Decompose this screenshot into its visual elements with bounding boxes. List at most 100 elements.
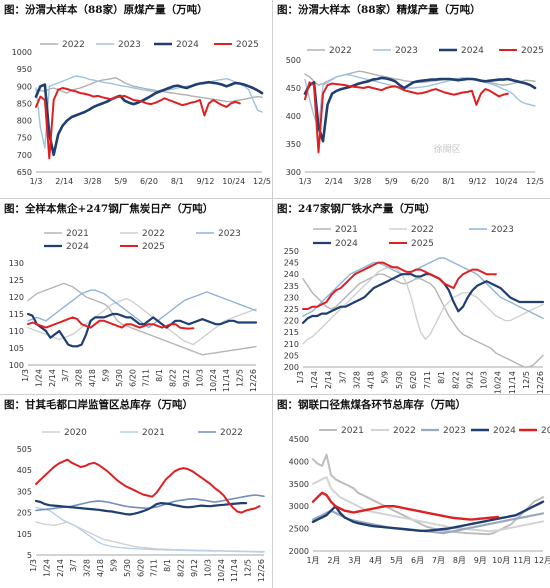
- x-tick-label: 3/28: [354, 177, 372, 186]
- legend-label-2025: 2025: [521, 46, 544, 56]
- x-tick-label: 12/5: [236, 369, 245, 387]
- y-tick-label: 125: [9, 276, 24, 285]
- x-tick-label: 7/11: [142, 369, 151, 387]
- legend-label-2023: 2023: [491, 225, 514, 235]
- y-tick-label: 950: [17, 65, 32, 74]
- x-tick-label: 10/24: [209, 369, 218, 392]
- series-line-2024: [301, 273, 545, 324]
- x-tick-label: 5月: [390, 556, 403, 565]
- y-tick-label: 800: [17, 117, 32, 126]
- x-tick-label: 6/20: [409, 371, 418, 389]
- chart-svg: 300 350 400 450 500 1/3 2/14 3/28 5/9 6/20 8/1 9/12…: [286, 46, 544, 186]
- chart-svg: 5 105 205 305 405 505 1/3 1/24 2/14 3/7 3/28 4/18 5/…: [17, 428, 266, 582]
- series-line-2025: [304, 81, 509, 154]
- x-tick-label: 6/20: [140, 177, 158, 186]
- x-tick-label: 2/14: [324, 371, 333, 389]
- x-tick-label: 5/30: [395, 371, 404, 389]
- legend-label-2022: 2022: [329, 46, 352, 56]
- x-tick-label: 4/18: [96, 559, 105, 577]
- y-tick-label: 210: [284, 340, 299, 349]
- legend-label-2022: 2022: [220, 428, 243, 438]
- series-line-2022: [304, 70, 536, 86]
- x-tick-label: 11/14: [230, 559, 239, 582]
- x-tick-label: 1/3: [29, 559, 38, 572]
- x-tick-label: 12/26: [249, 369, 258, 392]
- horizontal-separator-1: [0, 198, 550, 199]
- series-line-2022: [27, 298, 257, 346]
- y-tick-label: 100: [9, 361, 24, 370]
- x-tick-label: 8/1: [171, 177, 184, 186]
- y-tick-label: 3500: [289, 480, 309, 489]
- legend-label-2022: 2022: [411, 225, 434, 235]
- x-tick-label: 5/30: [115, 369, 124, 387]
- chart-title: 图：甘其毛都口岸监管区总库存（万吨）: [4, 399, 193, 411]
- y-tick-label: 230: [284, 293, 299, 302]
- x-tick-label: 4月: [369, 556, 382, 565]
- legend-label-2021: 2021: [341, 426, 364, 436]
- y-tick-label: 350: [286, 140, 301, 149]
- x-tick-label: 12/5: [253, 177, 271, 186]
- x-tick-label: 7/11: [150, 559, 159, 577]
- series-line-2021: [27, 282, 257, 356]
- y-tick-label: 450: [286, 84, 301, 93]
- legend-label-2023: 2023: [395, 46, 418, 56]
- x-tick-label: 9/12: [465, 371, 474, 389]
- y-tick-label: 3000: [289, 502, 309, 511]
- x-tick-label: 2/14: [56, 559, 65, 577]
- x-tick-label: 1/3: [296, 371, 305, 384]
- x-tick-label: 1/3: [21, 369, 30, 382]
- series-line-2023: [302, 257, 544, 319]
- chart-svg: 2000 2500 3000 3500 4000 4500 1月 2月 3月 4月 5月 6月 7月 8月…: [289, 426, 550, 565]
- x-tick-label: 9/12: [197, 177, 215, 186]
- legend-label-2022: 2022: [62, 40, 85, 50]
- y-tick-label: 105: [17, 530, 32, 539]
- series-line-2025: [311, 491, 500, 521]
- x-tick-label: 7月: [432, 556, 445, 565]
- x-tick-label: 10/24: [494, 371, 503, 394]
- x-tick-label: 2/14: [325, 177, 343, 186]
- x-tick-label: 1/3: [30, 177, 43, 186]
- x-tick-label: 10/3: [195, 369, 204, 387]
- x-tick-label: 5/9: [381, 371, 390, 384]
- x-tick-label: 12月: [534, 556, 550, 565]
- y-tick-label: 225: [284, 305, 299, 314]
- x-tick-label: 10/24: [222, 177, 245, 186]
- y-tick-label: 245: [284, 259, 299, 268]
- x-tick-label: 8/22: [451, 371, 460, 389]
- x-tick-label: 12/5: [522, 371, 531, 389]
- x-tick-label: 12/26: [536, 371, 545, 394]
- x-tick-label: 10/3: [480, 371, 489, 389]
- y-tick-label: 110: [9, 327, 24, 336]
- y-tick-label: 900: [17, 82, 32, 91]
- x-tick-label: 10/3: [203, 559, 212, 577]
- x-tick-label: 3/7: [69, 559, 78, 572]
- chart-svg: 100 105 110 115 120 125 130 1/3 1/24 2/14 3/7 3/28 4…: [9, 229, 258, 392]
- x-tick-label: 11/14: [508, 371, 517, 394]
- y-tick-label: 120: [9, 293, 24, 302]
- x-tick-label: 9/12: [469, 177, 487, 186]
- x-tick-label: 10/24: [217, 559, 226, 582]
- legend-label-2025: 2025: [541, 426, 550, 436]
- series-line-2022: [312, 476, 544, 533]
- y-tick-label: 115: [9, 310, 24, 319]
- chart-panel-coking-coal-inventory: 图：钢联口径焦煤各环节总库存（万吨） 2000 2500 3000 3500 4000 4…: [273, 395, 550, 588]
- x-tick-label: 10月: [492, 556, 510, 565]
- legend-label-2024: 2024: [461, 46, 484, 56]
- chart-panel-coke-daily-output: 图：全样本焦企+247钢厂焦炭日产（万吨） 100 105 110 115 120 125…: [0, 199, 272, 394]
- x-tick-label: 12/26: [257, 559, 266, 582]
- legend-label-2024: 2024: [335, 239, 358, 249]
- x-tick-label: 2/14: [48, 369, 57, 387]
- chart-svg: 200 205 210 215 220 225 230 235 240 245 250 1/3 1/24…: [284, 225, 545, 394]
- y-tick-label: 105: [9, 344, 24, 353]
- legend-label-2025: 2025: [236, 40, 259, 50]
- y-tick-label: 4500: [289, 435, 309, 444]
- legend-label-2023: 2023: [118, 40, 141, 50]
- vertical-separator: [272, 0, 273, 588]
- x-tick-label: 11月: [513, 556, 531, 565]
- x-tick-label: 5/9: [109, 559, 118, 572]
- legend-label-2022: 2022: [142, 229, 165, 239]
- y-tick-label: 205: [284, 351, 299, 360]
- y-tick-label: 240: [284, 270, 299, 279]
- x-tick-label: 8/1: [437, 371, 446, 384]
- legend-label-2021: 2021: [66, 229, 89, 239]
